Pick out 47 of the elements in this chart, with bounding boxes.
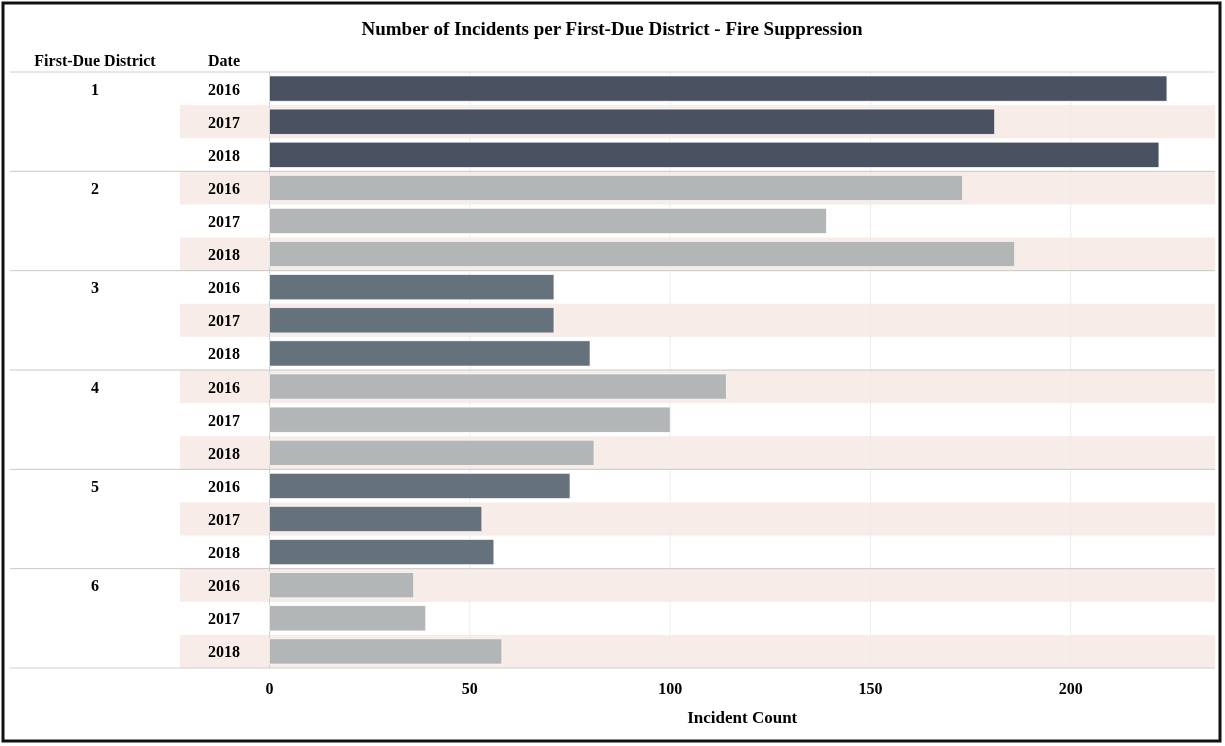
text: 2 [91,179,99,197]
y-tick-label: 2016 [208,179,240,197]
y-tick-label: 2016 [208,279,240,297]
x-tick-label: 100 [658,680,683,697]
y-tick-label: 2017 [208,511,240,528]
y-tick-label: 2018 [208,146,240,164]
chart-title: Number of Incidents per First-Due District - Fire Suppression [361,18,863,39]
bar [269,75,1168,102]
legend-title: First-Due District [34,52,157,69]
y-tick-label: 2018 [208,246,240,264]
x-tick-label: 200 [1058,680,1083,697]
text: 5 [91,477,99,495]
bar [269,605,427,632]
y-tick-label: 2016 [208,477,240,495]
y-tick-label: 2018 [208,643,240,661]
y-tick-label: 2018 [208,544,240,562]
x-axis-title: Incident Count [687,708,798,727]
bar [269,439,595,466]
y-tick-label: 2017 [208,312,240,330]
text: 3 [91,279,99,297]
bar [269,340,591,367]
bar [269,307,555,334]
text: 1 [91,80,99,98]
y-tick-label: 2017 [208,610,240,628]
text: 6 [91,577,99,595]
bar [269,506,483,532]
y-tick-label: 2018 [208,345,240,363]
text: 4 [91,378,99,396]
bar [269,539,495,565]
y-tick-label: 2016 [208,378,240,396]
bar [269,406,671,433]
y-tick-label: 2017 [208,213,240,230]
bar [269,141,1160,168]
y-tick-label: 2017 [208,411,240,429]
y-tick-label: 2017 [208,113,240,131]
bar [269,572,415,599]
y-axis-title: Date [208,52,240,69]
bar [269,473,571,499]
bar [269,274,555,301]
y-tick-label: 2016 [208,80,240,98]
y-tick-label: 2016 [208,577,240,595]
y-tick-label: 2018 [208,444,240,462]
x-tick-label: 150 [858,680,883,697]
x-tick-label: 0 [265,680,274,697]
bar [269,208,827,234]
x-tick-label: 50 [461,680,478,697]
bar [269,638,503,665]
